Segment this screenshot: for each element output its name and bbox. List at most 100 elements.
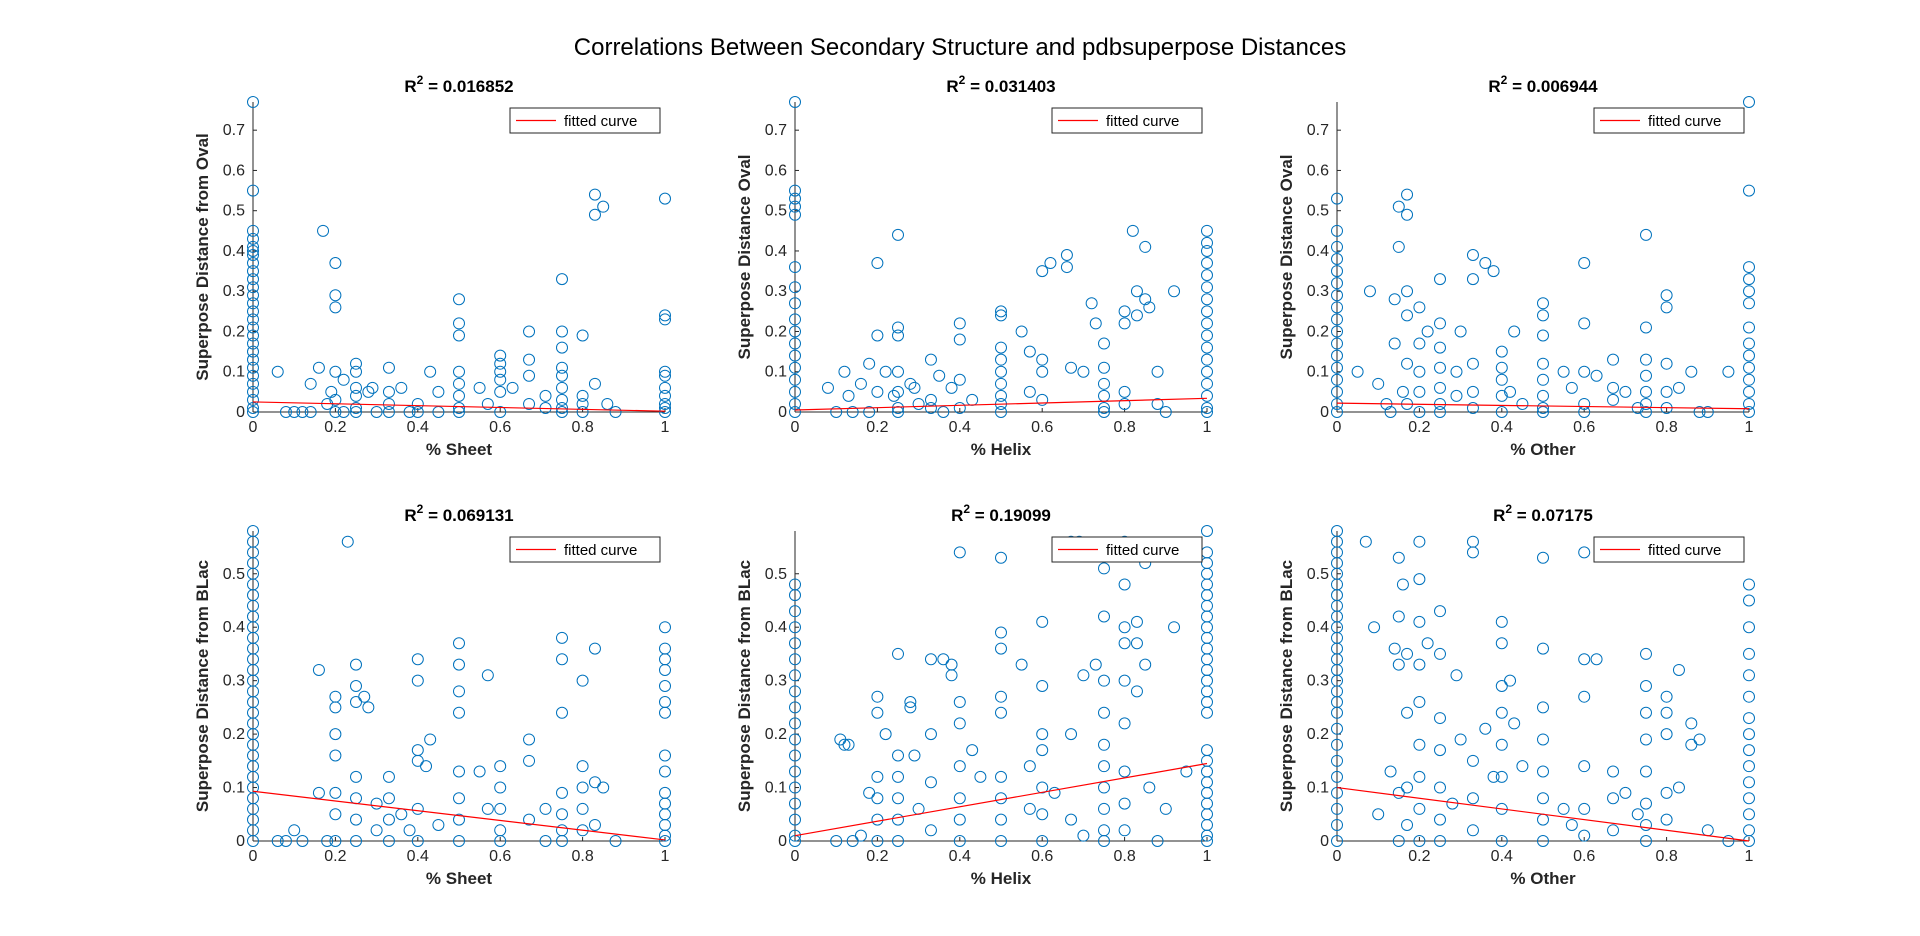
- data-point: [659, 397, 671, 410]
- data-point: [1466, 754, 1479, 767]
- data-point: [1384, 406, 1397, 418]
- data-point: [1578, 690, 1591, 703]
- data-point: [1201, 329, 1213, 342]
- data-point: [1331, 253, 1343, 266]
- data-point: [924, 653, 937, 666]
- data-point: [1495, 680, 1508, 692]
- data-point: [1743, 835, 1755, 847]
- data-point: [382, 361, 395, 374]
- data-point: [854, 829, 867, 842]
- data-point: [892, 365, 904, 378]
- data-point: [863, 357, 876, 370]
- data-point: [453, 637, 465, 650]
- legend-label: fitted curve: [1648, 113, 1721, 130]
- data-point: [1487, 770, 1500, 783]
- data-point: [1640, 397, 1652, 410]
- data-point: [350, 696, 362, 709]
- x-axis-label: % Other: [1510, 869, 1576, 888]
- data-point: [789, 781, 801, 794]
- data-point: [329, 365, 342, 378]
- data-point: [1434, 605, 1446, 618]
- data-point: [1434, 712, 1446, 725]
- data-point: [1685, 365, 1698, 378]
- data-point: [247, 232, 259, 245]
- data-point: [1201, 244, 1213, 257]
- data-point: [588, 377, 601, 390]
- data-point: [1495, 361, 1508, 374]
- data-point: [924, 776, 937, 789]
- data-point: [1685, 717, 1698, 730]
- y-axis-label: Superpose Distance Oval: [735, 154, 754, 359]
- data-point: [659, 369, 671, 382]
- data-point: [358, 690, 371, 703]
- subplot-title: R2 = 0.07175: [1493, 502, 1593, 525]
- legend: fitted curve: [1051, 536, 1203, 563]
- data-point: [1130, 285, 1143, 298]
- data-point: [1331, 361, 1343, 374]
- data-point: [1098, 802, 1110, 815]
- data-point: [892, 792, 904, 805]
- data-point: [659, 381, 671, 394]
- data-point: [337, 406, 350, 418]
- data-point: [1331, 289, 1343, 302]
- data-point: [1672, 781, 1685, 794]
- data-point: [1722, 835, 1735, 847]
- data-point: [296, 835, 309, 847]
- data-point: [945, 381, 958, 394]
- data-point: [1537, 792, 1549, 805]
- data-point: [494, 406, 507, 418]
- data-point: [1640, 680, 1652, 692]
- x-tick-label: 0.6: [1031, 848, 1053, 865]
- data-point: [1168, 285, 1181, 298]
- subplot-2: 0 0.2 0.4 0.6 0.8 1 0 0.1 0.2 0.3 0.4 0.5 0.6 0.7 % He…: [735, 73, 1213, 459]
- data-point: [1672, 663, 1685, 676]
- y-tick-label: 0.5: [765, 566, 787, 583]
- data-point: [924, 393, 937, 406]
- data-point: [1180, 765, 1193, 778]
- data-point: [1036, 353, 1049, 366]
- data-point: [1065, 813, 1078, 826]
- data-point: [659, 829, 671, 842]
- data-point: [1201, 305, 1213, 318]
- data-point: [576, 389, 589, 402]
- data-point: [556, 361, 568, 374]
- data-point: [871, 813, 884, 826]
- data-point: [789, 261, 801, 274]
- data-point: [382, 406, 395, 418]
- data-point: [1495, 738, 1508, 751]
- data-point: [1607, 393, 1620, 406]
- y-tick-label: 0: [778, 833, 787, 850]
- data-point: [1578, 546, 1591, 559]
- data-point: [1413, 802, 1426, 815]
- data-point: [871, 257, 884, 270]
- data-point: [1640, 765, 1652, 778]
- data-point: [1495, 637, 1508, 650]
- data-point: [1434, 317, 1446, 330]
- data-point: [789, 797, 801, 810]
- data-point: [892, 647, 904, 660]
- data-point: [329, 786, 342, 799]
- data-point: [588, 642, 601, 655]
- legend-label: fitted curve: [1106, 113, 1179, 130]
- data-point: [329, 301, 342, 314]
- data-point: [879, 728, 892, 741]
- data-point: [1537, 642, 1549, 655]
- data-point: [1413, 406, 1426, 418]
- y-tick-label: 0.5: [1307, 203, 1329, 220]
- data-point: [659, 706, 671, 719]
- data-point: [1701, 406, 1714, 418]
- data-point: [312, 361, 325, 374]
- data-point: [1590, 369, 1603, 382]
- y-tick-label: 0.4: [765, 619, 787, 636]
- data-point: [1044, 257, 1057, 270]
- x-tick-label: 0.6: [1573, 848, 1595, 865]
- data-point: [494, 802, 507, 815]
- data-point: [597, 200, 610, 213]
- data-point: [1578, 829, 1591, 842]
- data-point: [350, 389, 362, 402]
- data-point: [1743, 273, 1755, 286]
- data-point: [1118, 621, 1131, 634]
- x-tick-label: 0.2: [1408, 848, 1430, 865]
- fitted-curve-line: [252, 401, 666, 412]
- data-point: [1331, 385, 1343, 398]
